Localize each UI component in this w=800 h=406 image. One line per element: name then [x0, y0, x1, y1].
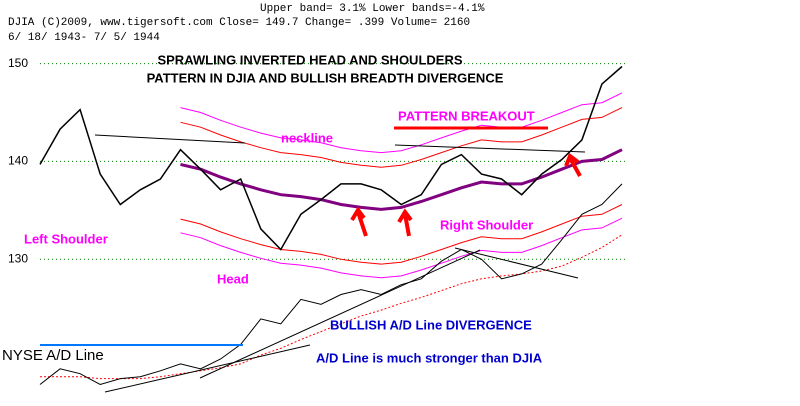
series-line — [180, 92, 623, 154]
annotation: Right Shoulder — [440, 217, 533, 232]
annotation: BULLISH A/D Line DIVERGENCE — [330, 317, 532, 332]
y-tick-label: 140 — [8, 154, 28, 168]
annotation: PATTERN BREAKOUT — [398, 108, 535, 123]
trendline — [104, 344, 311, 393]
arrow — [397, 208, 413, 237]
series-line — [180, 204, 623, 265]
series-line — [39, 183, 623, 386]
title: SPRAWLING INVERTED HEAD AND SHOULDERS — [157, 52, 462, 67]
arrow — [564, 152, 582, 177]
arrow — [350, 206, 368, 237]
series-line — [180, 217, 623, 279]
neckline — [94, 134, 246, 144]
series-line — [180, 107, 623, 168]
header-line: Upper band= 3.1% Lower bands=-4.1% — [260, 3, 485, 15]
y-tick-label: 130 — [8, 251, 28, 265]
series-line — [180, 148, 623, 211]
annotation: Head — [217, 271, 249, 286]
header-line: DJIA (C)2009, www.tigersoft.com Close= 1… — [8, 17, 470, 29]
series-line — [39, 65, 623, 251]
trendline — [454, 247, 579, 279]
trendline — [199, 249, 481, 379]
annotation: Left Shoulder — [24, 231, 108, 246]
title: PATTERN IN DJIA AND BULLISH BREADTH DIVE… — [147, 70, 504, 85]
series-line — [40, 234, 623, 380]
neckline — [394, 144, 586, 153]
annotation: A/D Line is much stronger than DJIA — [316, 350, 543, 365]
drawings — [40, 134, 586, 393]
annotation: NYSE A/D Line — [2, 347, 104, 364]
y-tick-label: 150 — [8, 56, 28, 70]
plot: 130 140 150 — [8, 56, 625, 386]
header-line: 6/ 18/ 1943- 7/ 5/ 1944 — [8, 32, 160, 44]
annotation: neckline — [281, 130, 333, 145]
